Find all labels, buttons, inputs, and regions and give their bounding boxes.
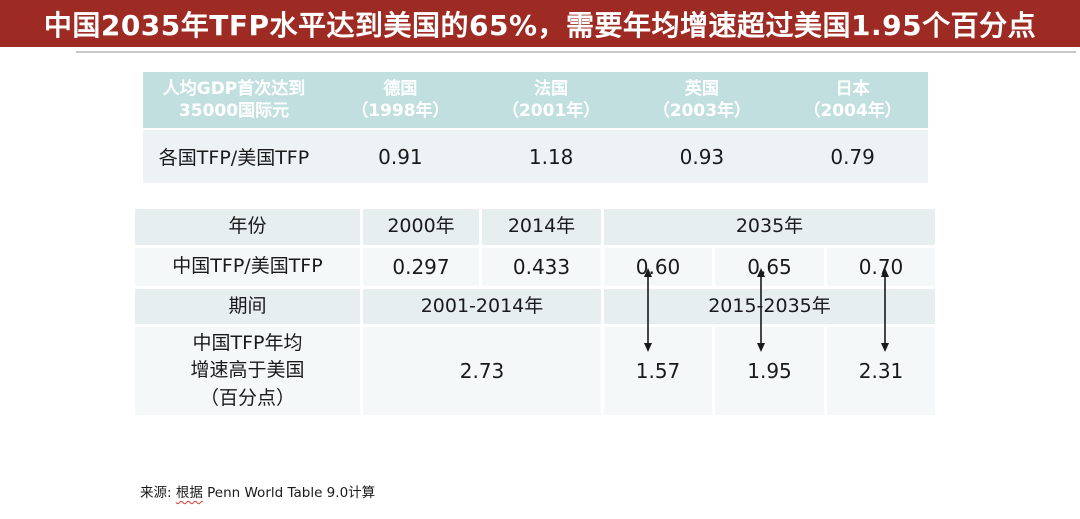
header-germany-year: （1998年） bbox=[351, 101, 450, 121]
header-japan: 日本 （2004年） bbox=[777, 72, 928, 128]
source-wavy-word: 根据 bbox=[175, 485, 203, 501]
title-banner: 中国2035年TFP水平达到美国的65%，需要年均增速超过美国1.95个百分点 bbox=[0, 0, 1080, 47]
china-tfp-table: 年份 2000年 2014年 2035年 中国TFP/美国TFP 0.297 0… bbox=[135, 209, 935, 415]
header-gdp-line2: 35000国际元 bbox=[178, 101, 290, 121]
tfp-2035-mid: 0.65 bbox=[715, 248, 824, 286]
growth-2001-2014: 2.73 bbox=[363, 327, 601, 415]
period-2015-2035: 2015-2035年 bbox=[604, 289, 935, 324]
growth-scenario-mid: 1.95 bbox=[715, 327, 824, 415]
header-uk: 英国 （2003年） bbox=[627, 72, 778, 128]
row-year-label: 年份 bbox=[135, 209, 360, 245]
growth-scenario-high: 2.31 bbox=[827, 327, 935, 415]
banner-divider bbox=[76, 51, 1076, 53]
country-tfp-data-row: 各国TFP/美国TFP 0.91 1.18 0.93 0.79 bbox=[143, 130, 928, 183]
header-gdp-line1: 人均GDP首次达到 bbox=[162, 78, 306, 99]
source-rest: Penn World Table 9.0计算 bbox=[202, 485, 376, 501]
header-japan-name: 日本 bbox=[835, 78, 870, 99]
page-title: 中国2035年TFP水平达到美国的65%，需要年均增速超过美国1.95个百分点 bbox=[43, 8, 1037, 42]
header-france-year: （2001年） bbox=[501, 101, 601, 121]
header-gdp-threshold: 人均GDP首次达到 35000国际元 bbox=[143, 72, 325, 128]
period-2001-2014: 2001-2014年 bbox=[363, 289, 601, 324]
tfp-2000: 0.297 bbox=[363, 248, 479, 286]
growth-scenario-low: 1.57 bbox=[604, 327, 712, 415]
tfp-2035-high: 0.70 bbox=[827, 248, 935, 286]
row-period-label: 期间 bbox=[135, 289, 360, 324]
header-france: 法国 （2001年） bbox=[476, 72, 627, 128]
header-germany: 德国 （1998年） bbox=[325, 72, 476, 128]
growth-label-line1: 中国TFP年均 bbox=[192, 331, 303, 354]
double-arrow-low-icon bbox=[644, 268, 652, 352]
growth-label-line3: （百分点） bbox=[199, 386, 295, 409]
year-2035: 2035年 bbox=[604, 209, 935, 245]
double-arrow-high-icon bbox=[881, 268, 889, 352]
header-germany-name: 德国 bbox=[383, 78, 418, 99]
row-label-country-tfp: 各国TFP/美国TFP bbox=[158, 147, 310, 169]
value-france-tfp: 1.18 bbox=[528, 144, 574, 169]
row-growth-label: 中国TFP年均 增速高于美国 （百分点） bbox=[135, 327, 360, 415]
growth-label-line2: 增速高于美国 bbox=[190, 359, 305, 382]
source-note: 来源: 根据 Penn World Table 9.0计算 bbox=[140, 481, 375, 501]
year-2000: 2000年 bbox=[363, 209, 479, 245]
value-germany-tfp: 0.91 bbox=[378, 144, 423, 169]
header-uk-name: 英国 bbox=[684, 78, 719, 99]
country-tfp-table: 人均GDP首次达到 35000国际元 德国 （1998年） 法国 （2001年）… bbox=[143, 72, 928, 183]
header-uk-year: （2003年） bbox=[652, 101, 752, 121]
row-tfp-label: 中国TFP/美国TFP bbox=[135, 248, 360, 286]
value-japan-tfp: 0.79 bbox=[830, 144, 875, 169]
value-uk-tfp: 0.93 bbox=[679, 144, 725, 169]
source-prefix: 来源: bbox=[140, 485, 176, 501]
tfp-2035-low: 0.60 bbox=[604, 248, 712, 286]
double-arrow-mid-icon bbox=[757, 268, 765, 352]
tfp-2014: 0.433 bbox=[482, 248, 601, 286]
header-japan-year: （2004年） bbox=[803, 101, 902, 121]
country-tfp-header-row: 人均GDP首次达到 35000国际元 德国 （1998年） 法国 （2001年）… bbox=[143, 72, 928, 128]
year-2014: 2014年 bbox=[482, 209, 601, 245]
header-france-name: 法国 bbox=[534, 78, 569, 99]
